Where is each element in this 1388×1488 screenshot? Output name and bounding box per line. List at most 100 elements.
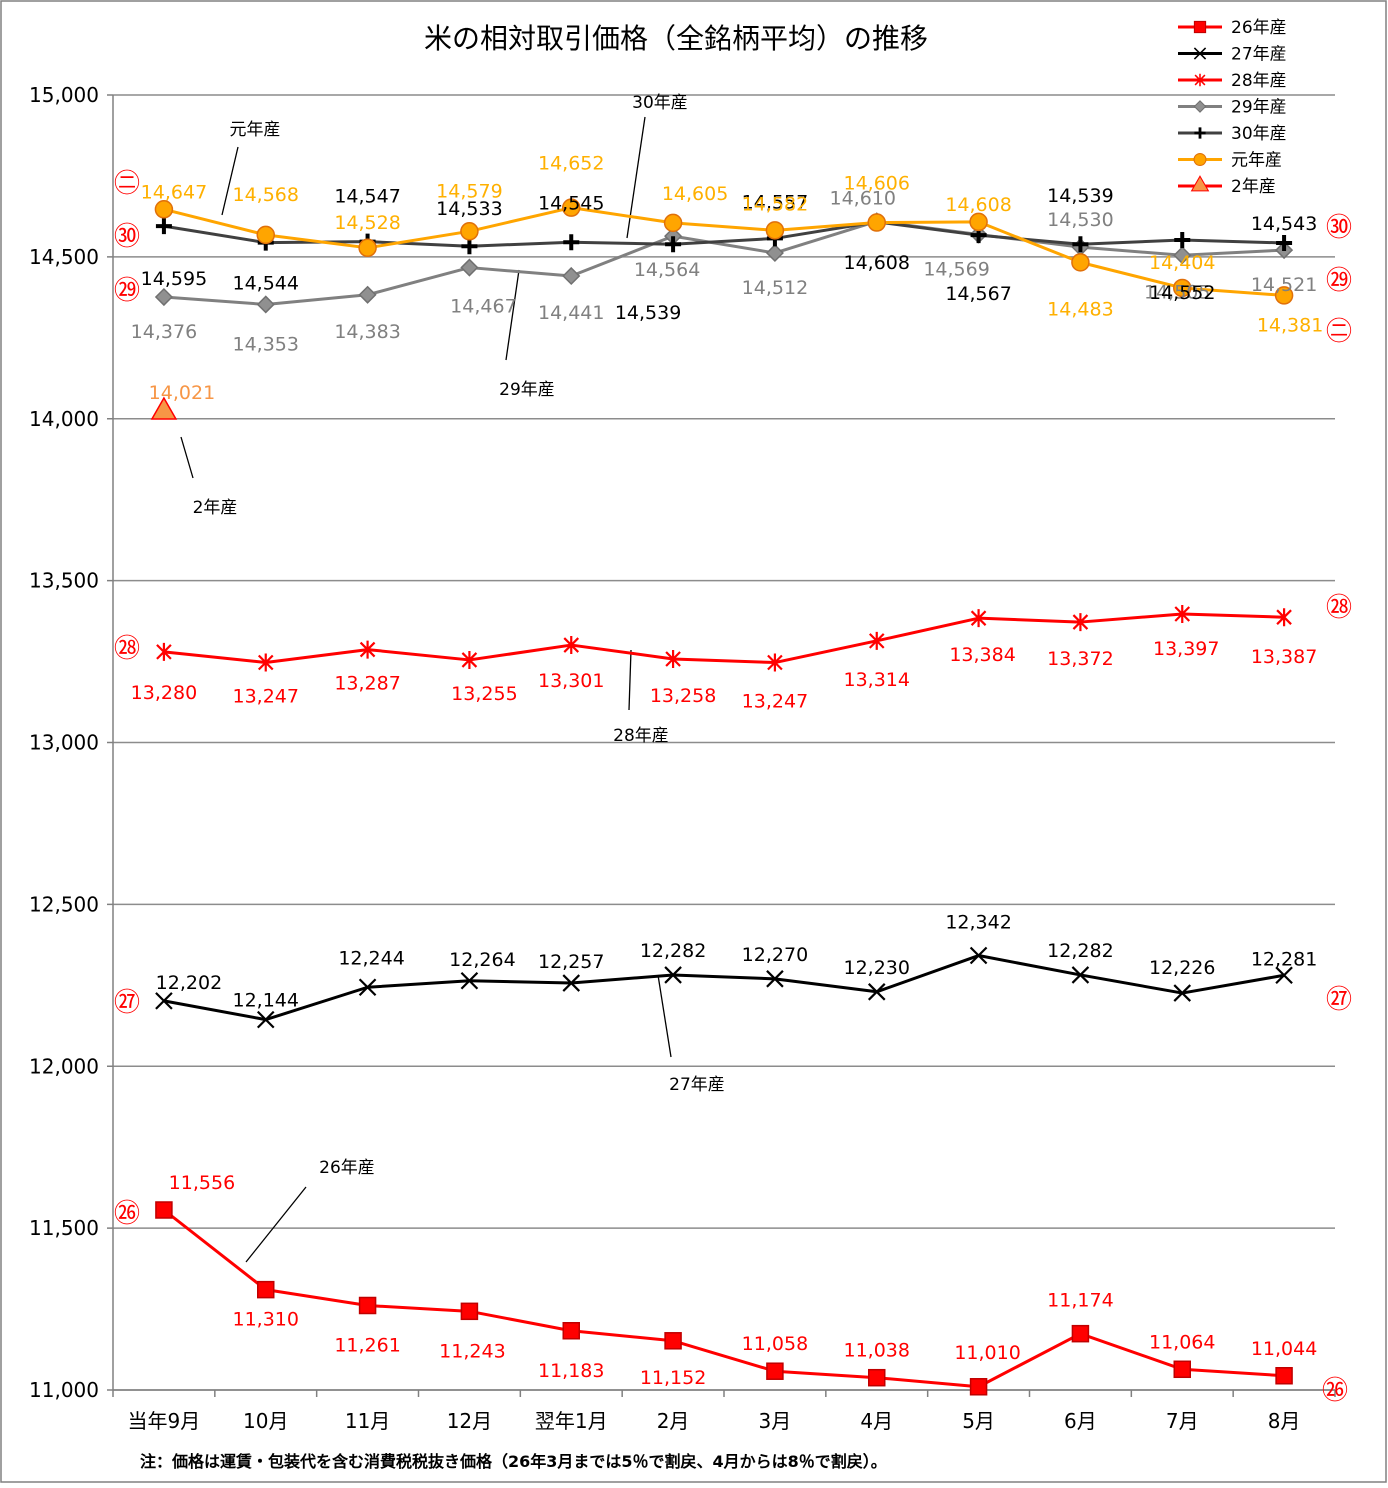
data-label: 14,404 xyxy=(1149,252,1215,274)
marker-asterisk xyxy=(868,631,885,650)
data-label: 12,281 xyxy=(1251,948,1317,970)
y-tick-label: 13,000 xyxy=(29,731,99,755)
data-point xyxy=(460,972,479,990)
marker-diamond xyxy=(1193,100,1207,113)
chart-title: 米の相対取引価格（全銘柄平均）の推移 xyxy=(424,22,928,55)
data-point xyxy=(156,642,172,661)
marker-triangle xyxy=(150,396,178,420)
data-point xyxy=(150,396,178,420)
data-point xyxy=(1072,236,1089,253)
series-tag: ㉗ xyxy=(114,988,140,1018)
data-point xyxy=(1173,1360,1191,1379)
data-label: 14,383 xyxy=(334,321,400,343)
legend-item-27年産[interactable]: 27年産 xyxy=(1178,45,1287,65)
x-tick-label: 6月 xyxy=(1064,1409,1097,1433)
marker-square xyxy=(460,1302,479,1321)
data-label: 14,569 xyxy=(923,259,989,281)
marker-x xyxy=(867,983,886,1001)
marker-triangle xyxy=(1190,175,1210,192)
data-point xyxy=(358,978,377,997)
series-27年産 xyxy=(155,946,1293,1029)
x-tick-label: 4月 xyxy=(860,1409,893,1433)
marker-x xyxy=(766,970,784,988)
legend-item-28年産[interactable]: 28年産 xyxy=(1178,71,1287,91)
marker-square xyxy=(868,1368,886,1387)
marker-plus xyxy=(1072,236,1089,253)
legend-item-2年産[interactable]: 2年産 xyxy=(1178,175,1276,197)
legend-label: 29年産 xyxy=(1231,98,1287,118)
data-point xyxy=(256,295,275,314)
data-point xyxy=(562,974,581,992)
marker-asterisk xyxy=(970,609,987,628)
data-label: 14,467 xyxy=(450,296,516,318)
data-label: 14,564 xyxy=(634,259,700,281)
legend-item-元年産[interactable]: 元年産 xyxy=(1178,151,1282,171)
data-point xyxy=(1275,1367,1293,1385)
marker-square xyxy=(155,1201,173,1219)
data-point xyxy=(563,234,580,251)
legend-item-30年産[interactable]: 30年産 xyxy=(1178,124,1287,144)
data-label: 14,539 xyxy=(1047,185,1113,207)
callout-leader xyxy=(221,146,239,216)
chart-note: 注：価格は運賃・包装代を含む消費税税抜き価格（26年3月までは5％で割戻、4月か… xyxy=(140,1452,887,1471)
data-point xyxy=(461,650,478,669)
legend-label: 2年産 xyxy=(1231,177,1276,197)
data-point xyxy=(665,649,681,668)
series-tag: ㉗ xyxy=(1326,985,1352,1015)
data-label: 12,230 xyxy=(844,957,910,979)
marker-square xyxy=(358,1296,377,1315)
x-tick-label: 12月 xyxy=(447,1409,492,1433)
data-label: 14,605 xyxy=(662,183,728,205)
data-point xyxy=(256,1010,275,1029)
data-label: 14,647 xyxy=(141,181,207,203)
data-point xyxy=(969,1378,988,1396)
marker-x xyxy=(1193,47,1207,60)
marker-plus xyxy=(155,218,172,235)
y-tick-label: 15,000 xyxy=(29,83,99,107)
series-2年産 xyxy=(150,396,178,420)
data-point xyxy=(664,966,682,984)
data-point xyxy=(867,983,886,1001)
marker-square xyxy=(1275,1367,1293,1385)
legend-marker xyxy=(1193,100,1207,113)
data-label: 14,505 xyxy=(1144,281,1210,303)
marker-diamond xyxy=(154,287,173,307)
callout-label: 26年産 xyxy=(319,1158,375,1178)
x-tick-label: 10月 xyxy=(243,1409,288,1433)
marker-x xyxy=(358,978,377,997)
series-line xyxy=(163,220,1285,248)
data-label: 11,064 xyxy=(1149,1331,1215,1353)
data-label: 14,582 xyxy=(742,193,808,215)
data-label: 14,545 xyxy=(538,192,604,214)
marker-asterisk xyxy=(461,650,478,669)
marker-plus xyxy=(563,234,580,251)
data-label: 13,301 xyxy=(538,670,604,692)
data-label: 12,282 xyxy=(1047,940,1113,962)
data-label: 12,244 xyxy=(338,947,404,969)
marker-square xyxy=(664,1332,682,1350)
data-label: 11,183 xyxy=(538,1360,604,1382)
data-point xyxy=(1173,246,1192,265)
data-point xyxy=(461,238,478,255)
data-label: 14,606 xyxy=(844,173,910,195)
data-label: 12,202 xyxy=(156,972,222,994)
data-label: 14,544 xyxy=(233,273,299,295)
callout-label: 28年産 xyxy=(613,726,669,746)
legend-marker xyxy=(1193,20,1207,34)
marker-diamond xyxy=(358,285,377,304)
legend-marker xyxy=(1194,127,1206,139)
marker-asterisk xyxy=(257,653,274,672)
data-label: 12,270 xyxy=(742,944,808,966)
data-point xyxy=(867,213,886,232)
data-label: 14,552 xyxy=(1149,282,1215,304)
x-tick-label: 翌年1月 xyxy=(535,1409,608,1433)
legend-item-29年産[interactable]: 29年産 xyxy=(1178,98,1287,118)
marker-circle xyxy=(1193,153,1207,166)
data-point xyxy=(257,1280,275,1299)
data-point xyxy=(154,287,173,307)
legend-item-26年産[interactable]: 26年産 xyxy=(1178,18,1287,38)
data-labels: 11,556 11,310 11,261 11,243 11,183 11,152 11,0… xyxy=(131,153,1324,1389)
marker-x xyxy=(562,974,581,992)
legend-marker xyxy=(1193,47,1207,60)
